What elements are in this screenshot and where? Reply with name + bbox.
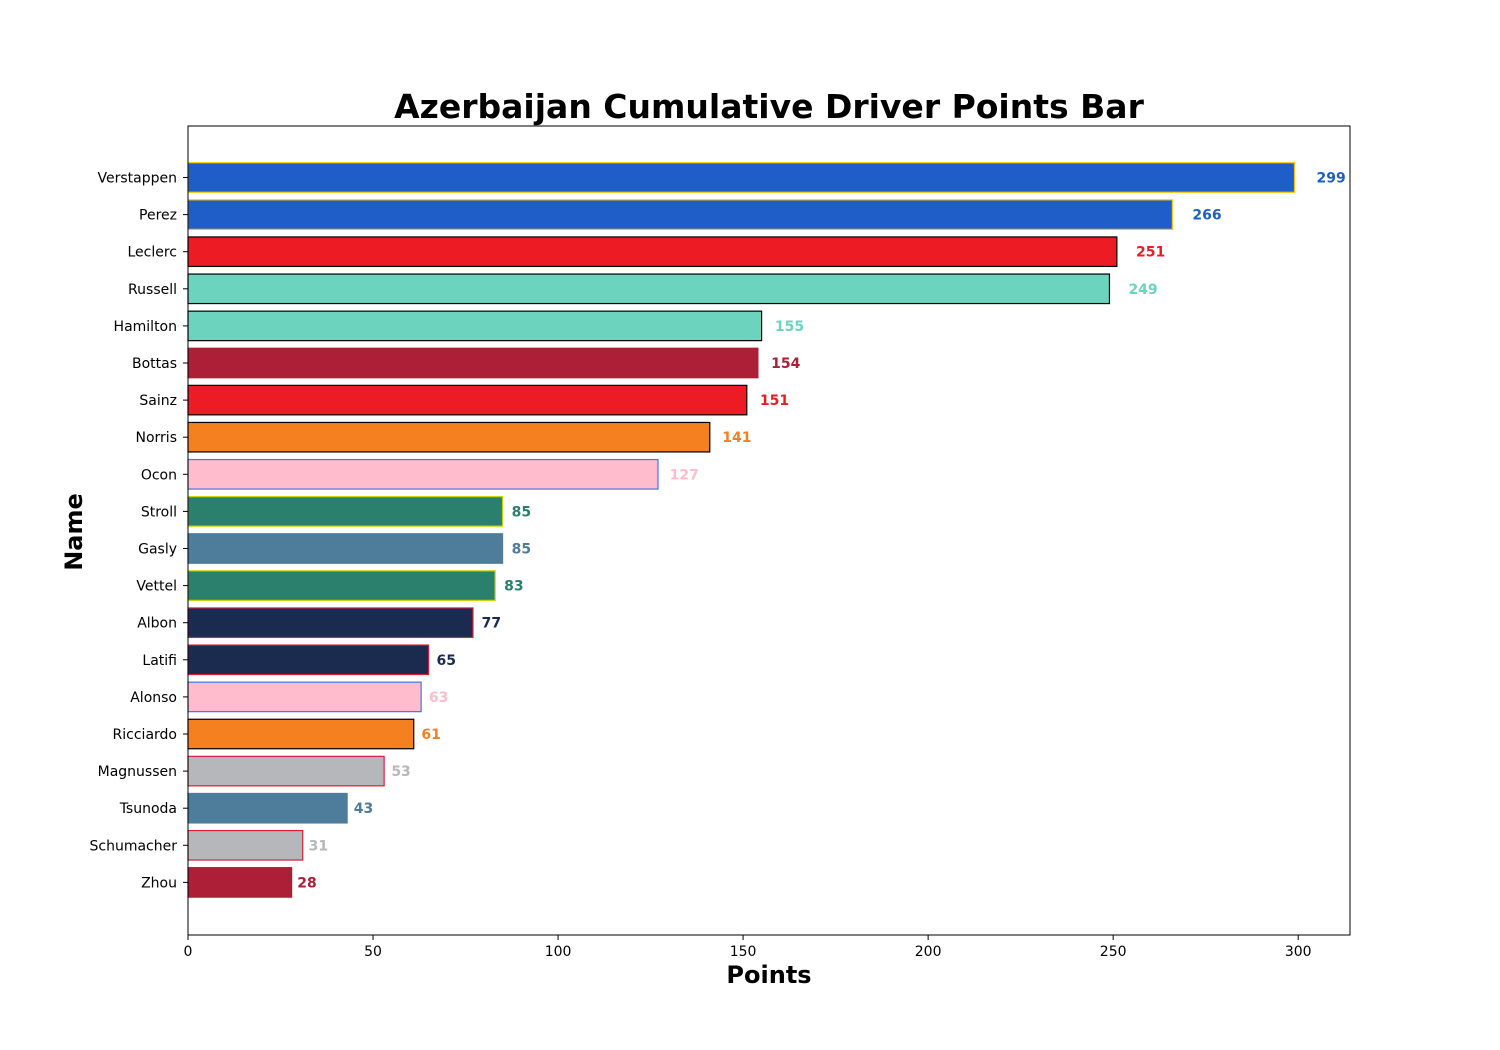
y-tick-label-ricciardo: Ricciardo (113, 727, 177, 743)
y-tick-label-zhou: Zhou (141, 875, 177, 891)
value-label-hamilton: 155 (775, 319, 804, 335)
x-tick-label-300: 300 (1285, 944, 1312, 960)
bar-sainz (187, 384, 748, 416)
value-label-ricciardo: 61 (421, 727, 440, 743)
y-tick-label-hamilton: Hamilton (114, 319, 177, 335)
y-tick-label-tsunoda: Tsunoda (119, 801, 177, 817)
x-axis-ticks: 0 50 100 150 200 250 300 (184, 935, 1312, 960)
plot-frame (187, 125, 1351, 936)
bar-perez (187, 199, 1173, 230)
bar-bottas (187, 347, 759, 379)
bar-latifi (187, 644, 430, 676)
bar-hamilton (187, 310, 763, 342)
y-tick-label-albon: Albon (137, 616, 177, 632)
y-tick-label-stroll: Stroll (141, 504, 177, 520)
bar-albon (187, 607, 474, 639)
bar-zhou (187, 867, 293, 898)
y-tick-label-vettel: Vettel (136, 579, 177, 595)
x-axis-label: Points (726, 961, 811, 989)
y-tick-label-russell: Russell (128, 282, 177, 298)
x-tick-label-50: 50 (364, 944, 382, 960)
y-tick-label-latifi: Latifi (142, 653, 177, 669)
value-label-zhou: 28 (297, 875, 316, 891)
x-tick-label-100: 100 (545, 944, 572, 960)
y-tick-label-magnussen: Magnussen (98, 764, 177, 780)
value-label-alonso: 63 (429, 690, 448, 706)
y-tick-label-verstappen: Verstappen (98, 171, 177, 187)
y-axis-ticks: Verstappen Perez Leclerc Russell Hamilton Bot… (90, 171, 188, 891)
y-tick-label-perez: Perez (139, 208, 177, 224)
y-tick-label-gasly: Gasly (138, 542, 177, 558)
value-label-verstappen: 299 (1316, 171, 1345, 187)
y-axis-label: Name (60, 493, 88, 571)
value-label-gasly: 85 (512, 542, 531, 558)
value-label-ocon: 127 (670, 467, 699, 483)
value-label-leclerc: 251 (1136, 245, 1165, 261)
bar-leclerc (187, 236, 1118, 268)
value-label-schumacher: 31 (309, 838, 328, 854)
bar-vettel (187, 570, 496, 601)
bar-alonso (187, 681, 422, 713)
value-label-perez: 266 (1192, 208, 1221, 224)
y-tick-label-sainz: Sainz (139, 393, 177, 409)
value-label-magnussen: 53 (391, 764, 410, 780)
bar-stroll (187, 496, 504, 527)
y-tick-label-schumacher: Schumacher (90, 838, 178, 854)
bars-layer (187, 162, 1296, 898)
bar-magnussen (187, 755, 385, 787)
x-tick-label-150: 150 (730, 944, 757, 960)
y-tick-label-alonso: Alonso (130, 690, 177, 706)
value-label-tsunoda: 43 (354, 801, 373, 817)
y-tick-label-ocon: Ocon (141, 467, 177, 483)
value-label-russell: 249 (1128, 282, 1157, 298)
value-label-latifi: 65 (436, 653, 455, 669)
bar-tsunoda (187, 792, 348, 824)
value-label-sainz: 151 (760, 393, 789, 409)
chart-title: Azerbaijan Cumulative Driver Points Bar (394, 87, 1144, 126)
value-label-norris: 141 (722, 430, 751, 446)
value-label-stroll: 85 (512, 504, 531, 520)
x-tick-label-250: 250 (1100, 944, 1127, 960)
value-label-bottas: 154 (771, 356, 800, 372)
value-label-albon: 77 (482, 616, 501, 632)
bar-gasly (187, 533, 504, 564)
x-tick-label-200: 200 (915, 944, 942, 960)
bar-verstappen (187, 162, 1296, 193)
value-labels-layer: 299 266 251 249 155 154 151 141 127 85 85 83 77 65 63 6… (297, 171, 1345, 892)
value-label-vettel: 83 (504, 579, 523, 595)
x-tick-label-0: 0 (184, 944, 193, 960)
bar-norris (187, 421, 711, 453)
bar-schumacher (187, 829, 304, 861)
y-tick-label-norris: Norris (136, 430, 178, 446)
bar-ocon (187, 458, 659, 490)
y-tick-label-bottas: Bottas (132, 356, 177, 372)
bar-russell (187, 273, 1111, 305)
bar-ricciardo (187, 718, 415, 750)
y-tick-label-leclerc: Leclerc (127, 245, 177, 261)
